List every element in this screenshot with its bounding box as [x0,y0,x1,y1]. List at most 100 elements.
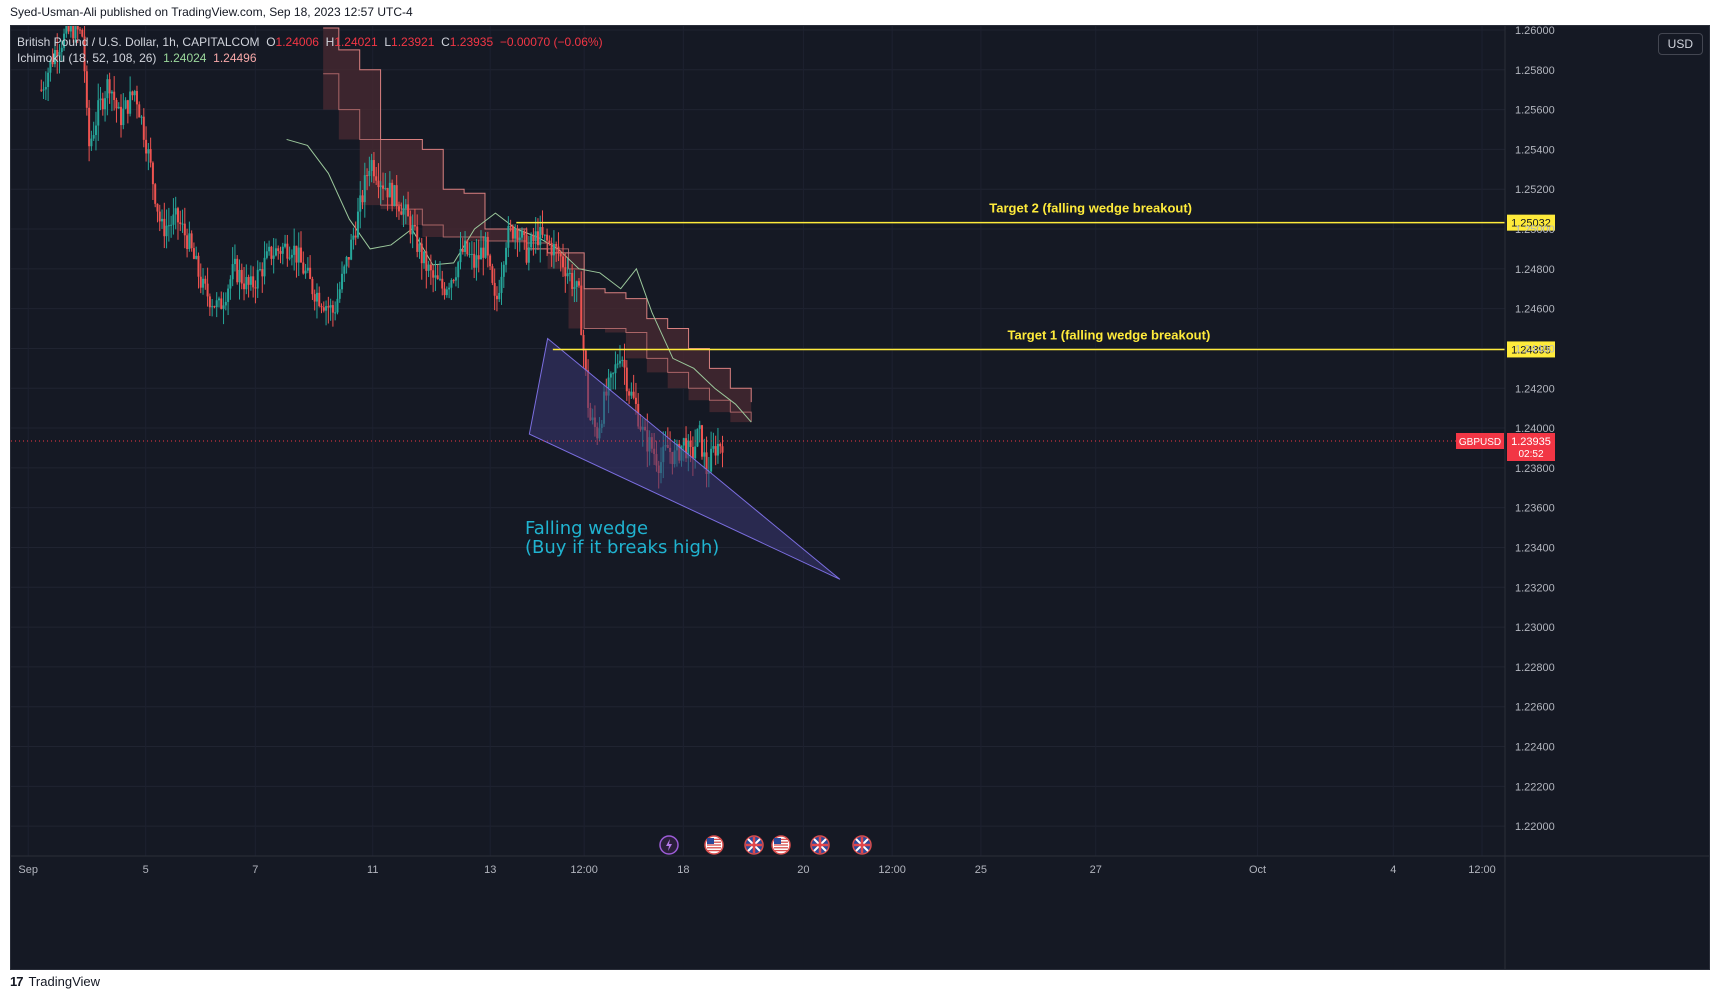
candle-body [142,116,145,140]
y-tick-label: 1.25400 [1515,144,1555,156]
candle-body [126,100,129,114]
axes: 1.22000 1.22200 1.22400 1.22600 1.22800 1.230… [11,26,1709,969]
candle-body [277,248,280,252]
candle-body [47,72,50,88]
candle-body [131,91,134,96]
candle-body [170,224,173,226]
y-tick-label: 1.22600 [1515,702,1555,714]
candle-body [527,247,530,263]
symbol-name[interactable]: British Pound / U.S. Dollar, 1h, CAPITAL… [17,35,260,49]
candle-body [122,108,125,126]
candle-body [347,257,350,260]
candle-body [710,448,713,472]
chart-panel[interactable]: GBPUSD 1.23935 02:52 Target 2 (falling wedg… [10,25,1710,970]
y-tick-label: 1.25800 [1515,65,1555,77]
target-price-value: 1.25032 [1511,218,1551,230]
y-tick-label: 1.24200 [1515,383,1555,395]
candle-body [632,391,635,398]
candle-body [320,305,323,308]
candle-body [700,425,703,457]
lightning-icon[interactable] [659,835,679,855]
candle-body [274,248,277,256]
candle-body [352,235,355,240]
currency-button[interactable]: USD [1657,33,1703,55]
candle-body [361,195,364,203]
candle-body [249,276,252,285]
us-flag-icon[interactable] [704,835,724,855]
candle-body [343,266,346,274]
x-tick-label: 11 [367,864,378,876]
candle-body [541,227,544,235]
candle-body [69,26,72,32]
falling-wedge [528,337,841,580]
uk-flag-icon[interactable] [852,835,872,855]
candle-body [402,208,405,215]
footer-brand[interactable]: TradingView [28,974,101,989]
candle-body [318,292,321,306]
candle-body [179,222,182,224]
candle-body [104,98,107,110]
candle-body [511,226,514,239]
candle-body [696,428,699,447]
candle-body [719,443,722,447]
candle-body [156,203,159,212]
candle-body [521,231,524,238]
x-tick-label: 5 [143,864,149,876]
candle-body [309,267,312,279]
candle-body [83,36,86,72]
candle-body [450,280,453,288]
candle-body [40,89,43,91]
candle-body [386,188,389,198]
candle-body [265,251,268,258]
x-tick-label: 13 [484,864,496,876]
x-tick-label: 4 [1390,864,1396,876]
candle-body [163,218,166,237]
candle-body [502,264,505,277]
candle-body [113,91,116,101]
price-tag [1507,433,1555,461]
uk-flag-icon[interactable] [810,835,830,855]
candle-body [514,228,517,239]
candle-body [120,106,123,126]
candle-body [577,281,580,286]
candle-body [618,360,621,364]
candle-body [493,282,496,296]
candle-body [703,452,706,457]
candle-body [418,243,421,252]
candle-body [145,139,148,154]
indicator-name[interactable]: Ichimoku (18, 52, 108, 26) [17,51,157,65]
chart-legend: British Pound / U.S. Dollar, 1h, CAPITAL… [17,34,603,66]
candle-body [423,251,426,264]
candle-body [172,214,175,225]
candle-body [229,279,232,289]
candle-body [284,243,287,247]
candle-body [270,246,273,259]
annotation-subtitle: (Buy if it breaks high) [525,537,719,558]
annotation-title: Falling wedge [525,518,648,539]
candle-body [356,211,359,238]
candle-body [231,264,234,280]
uk-flag-icon[interactable] [744,835,764,855]
candle-body [571,272,574,289]
candle-body [363,175,366,203]
candle-body [220,298,223,309]
x-tick-label: 20 [797,864,809,876]
candle-body [714,446,717,456]
cloud-bottom-line [323,73,752,423]
candle-body [90,138,93,147]
y-tick-label: 1.24600 [1515,304,1555,316]
candle-body [256,269,259,289]
x-tick-label: Sep [18,864,38,876]
candle-body [477,255,480,260]
candle-body [329,305,332,308]
candle-body [167,225,170,227]
legend-row-indicator: Ichimoku (18, 52, 108, 26) 1.24024 1.244… [17,50,603,66]
candle-body [543,234,546,236]
y-tick-label: 1.22200 [1515,781,1555,793]
candle-body [304,270,307,274]
us-flag-icon[interactable] [771,835,791,855]
open-label: O [266,35,276,49]
candle-body [222,305,225,309]
low-label: L [384,35,392,49]
